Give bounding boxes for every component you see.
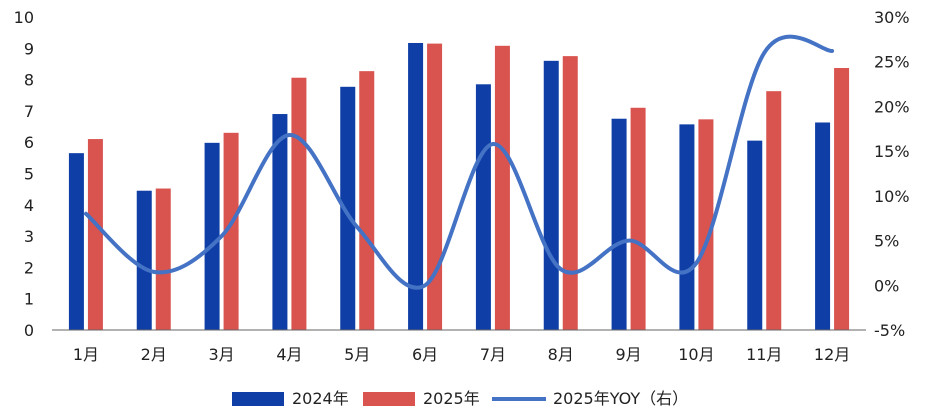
right-tick-label: 0% bbox=[874, 276, 899, 295]
bar-2024 bbox=[612, 119, 627, 330]
left-tick-label: 5 bbox=[24, 165, 34, 184]
x-tick-label: 8月 bbox=[548, 345, 574, 364]
bar-2024 bbox=[476, 84, 491, 330]
bar-2024 bbox=[815, 122, 830, 330]
bar-series-group bbox=[69, 43, 849, 330]
right-axis: -5% 0% 5% 10% 15% 20% 25% 30% bbox=[874, 8, 910, 340]
x-tick-label: 6月 bbox=[412, 345, 438, 364]
x-tick-label: 2月 bbox=[141, 345, 167, 364]
left-tick-label: 9 bbox=[24, 39, 34, 58]
bar-2024 bbox=[69, 153, 84, 330]
bar-2025 bbox=[563, 56, 578, 330]
bar-2025 bbox=[291, 78, 306, 330]
x-tick-label: 9月 bbox=[615, 345, 641, 364]
left-tick-label: 3 bbox=[24, 227, 34, 246]
legend: 2024年 2025年 2025年YOY（右） bbox=[232, 389, 688, 408]
right-tick-label: 10% bbox=[874, 187, 910, 206]
left-tick-label: 8 bbox=[24, 71, 34, 90]
legend-label-2025: 2025年 bbox=[423, 389, 480, 408]
right-tick-label: 20% bbox=[874, 97, 910, 116]
bar-2024 bbox=[544, 61, 559, 330]
x-tick-label: 12月 bbox=[814, 345, 850, 364]
x-tick-label: 5月 bbox=[344, 345, 370, 364]
bar-2025 bbox=[88, 139, 103, 330]
yoy-line bbox=[86, 37, 832, 288]
x-tick-label: 10月 bbox=[678, 345, 714, 364]
bar-2025 bbox=[427, 44, 442, 330]
legend-label-yoy: 2025年YOY（右） bbox=[553, 389, 688, 408]
bar-2025 bbox=[834, 68, 849, 330]
right-tick-label: 5% bbox=[874, 232, 899, 251]
x-axis-labels: 1月 2月 3月 4月 5月 6月 7月 8月 9月 10月 11月 12月 bbox=[52, 330, 866, 364]
right-tick-label: 15% bbox=[874, 142, 910, 161]
x-tick-label: 7月 bbox=[480, 345, 506, 364]
bar-2025 bbox=[156, 189, 171, 330]
x-tick-label: 1月 bbox=[73, 345, 99, 364]
left-tick-label: 10 bbox=[14, 8, 34, 27]
right-tick-label: -5% bbox=[874, 321, 905, 340]
left-tick-label: 6 bbox=[24, 133, 34, 152]
left-tick-label: 1 bbox=[24, 290, 34, 309]
left-tick-label: 7 bbox=[24, 102, 34, 121]
bar-2024 bbox=[205, 143, 220, 330]
left-tick-label: 0 bbox=[24, 321, 34, 340]
bar-2025 bbox=[766, 91, 781, 330]
x-tick-label: 4月 bbox=[276, 345, 302, 364]
bar-2025 bbox=[631, 108, 646, 330]
x-tick-label: 3月 bbox=[208, 345, 234, 364]
right-tick-label: 30% bbox=[874, 8, 910, 27]
bar-2025 bbox=[495, 46, 510, 330]
legend-swatch-2024 bbox=[232, 392, 284, 406]
left-tick-label: 4 bbox=[24, 196, 34, 215]
bar-2025 bbox=[359, 71, 374, 330]
x-tick-label: 11月 bbox=[746, 345, 782, 364]
legend-label-2024: 2024年 bbox=[292, 389, 349, 408]
line-series-group bbox=[86, 37, 832, 288]
bar-2024 bbox=[679, 124, 694, 330]
left-axis: 0 1 2 3 4 5 6 7 8 9 10 bbox=[14, 8, 34, 340]
bar-2024 bbox=[747, 141, 762, 330]
left-tick-label: 2 bbox=[24, 258, 34, 277]
bar-2024 bbox=[137, 191, 152, 330]
legend-swatch-2025 bbox=[363, 392, 415, 406]
right-tick-label: 25% bbox=[874, 53, 910, 72]
